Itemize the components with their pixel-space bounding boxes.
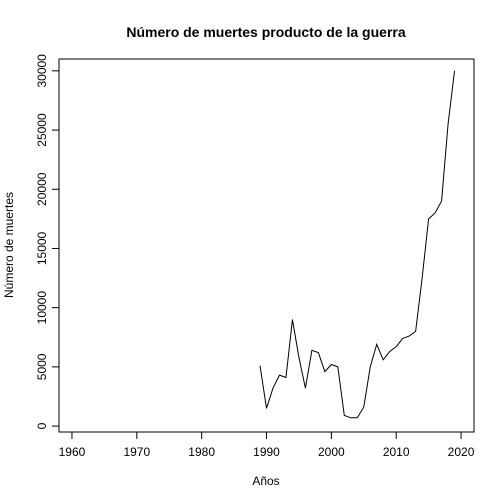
x-tick-label: 1970 bbox=[123, 445, 150, 459]
y-tick-label: 5000 bbox=[35, 353, 49, 380]
x-axis-label: Años bbox=[252, 474, 279, 488]
x-tick-label: 2000 bbox=[318, 445, 345, 459]
y-tick-label: 10000 bbox=[35, 291, 49, 325]
x-axis: 1960 1970 1980 1990 2000 2010 2020 bbox=[59, 431, 475, 459]
x-tick-label: 2010 bbox=[383, 445, 410, 459]
y-tick-label: 30000 bbox=[35, 54, 49, 88]
plot-box bbox=[58, 58, 475, 433]
y-tick-label: 20000 bbox=[35, 172, 49, 206]
y-tick-label: 15000 bbox=[35, 231, 49, 265]
chart-title: Número de muertes producto de la guerra bbox=[126, 24, 405, 40]
x-tick-label: 1960 bbox=[59, 445, 86, 459]
y-tick-label: 25000 bbox=[35, 113, 49, 147]
x-tick-label: 2020 bbox=[448, 445, 475, 459]
y-axis: 0 5000 10000 15000 20000 25000 30000 bbox=[35, 54, 60, 429]
y-axis-label: Número de muertes bbox=[2, 192, 16, 298]
x-tick-label: 1990 bbox=[253, 445, 280, 459]
x-tick-label: 1980 bbox=[188, 445, 215, 459]
y-tick-label: 0 bbox=[35, 422, 49, 429]
series-line bbox=[259, 70, 456, 419]
